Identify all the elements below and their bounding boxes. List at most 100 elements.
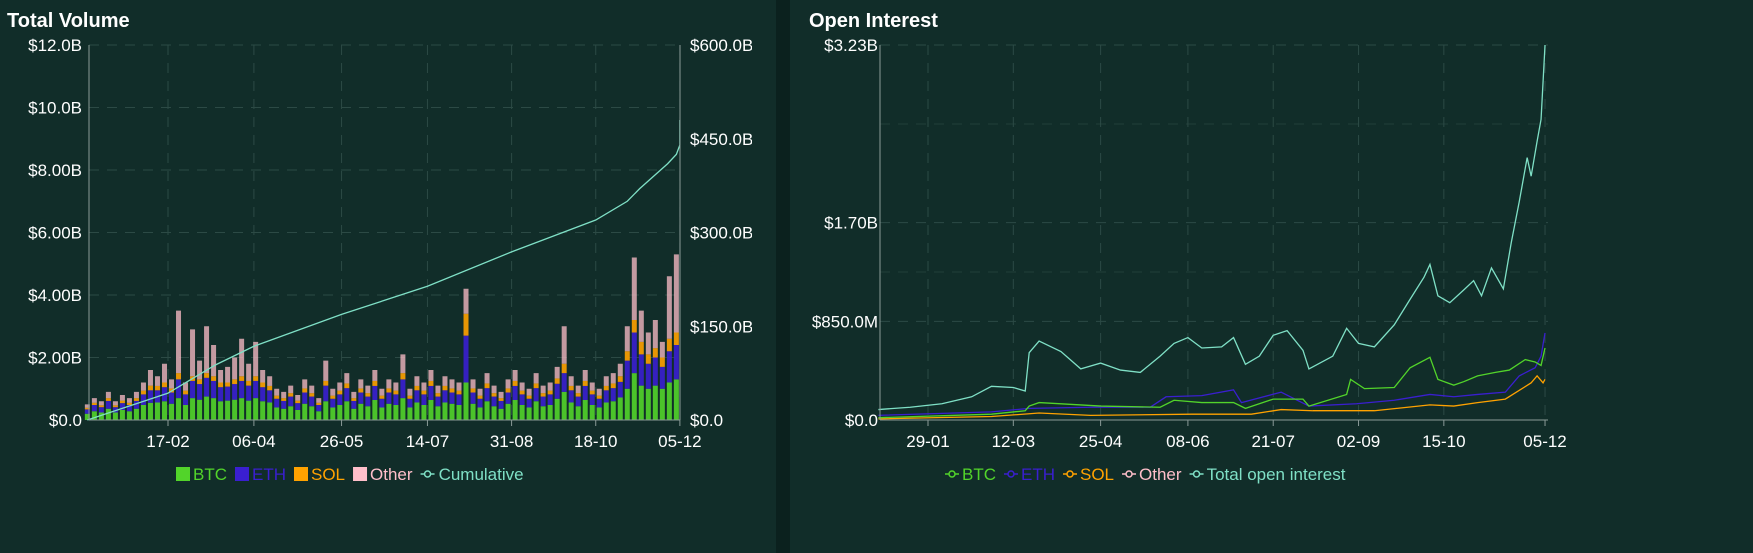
bar-eth xyxy=(449,392,455,404)
bar-eth xyxy=(309,396,315,407)
bar-sol xyxy=(239,376,245,381)
bar-other xyxy=(309,385,315,394)
bar-sol xyxy=(154,385,160,391)
bar-sol xyxy=(218,382,224,388)
bar-btc xyxy=(288,406,294,420)
bar-sol xyxy=(498,398,504,401)
bar-eth xyxy=(211,380,217,399)
legend-eth-label: ETH xyxy=(1021,465,1055,484)
bar-eth xyxy=(505,392,511,404)
bar-other xyxy=(147,370,153,386)
bar-eth xyxy=(218,387,224,402)
bar-other xyxy=(98,401,104,406)
bar-sol xyxy=(540,393,546,397)
bar-other xyxy=(540,385,546,394)
x-tick-label: 05-12 xyxy=(1523,432,1566,451)
bar-sol xyxy=(267,385,273,391)
bar-btc xyxy=(379,407,385,420)
bar-eth xyxy=(533,388,539,402)
bar-sol xyxy=(225,382,231,387)
bar-btc xyxy=(631,373,637,420)
bar-btc xyxy=(484,401,490,420)
bar-btc xyxy=(575,406,581,420)
bar-eth xyxy=(204,377,210,397)
bar-btc xyxy=(456,405,462,420)
bar-btc xyxy=(267,402,273,420)
bar-eth xyxy=(645,363,651,389)
bar-other xyxy=(442,376,448,386)
bar-btc xyxy=(526,407,532,420)
bar-other xyxy=(281,391,287,399)
legend-total-open-interest-marker xyxy=(1192,470,1201,478)
bar-btc xyxy=(365,406,371,420)
legend-sol-swatch xyxy=(294,467,308,481)
y-tick-label: $3.23B xyxy=(824,36,878,55)
bar-eth xyxy=(169,392,175,404)
bar-eth xyxy=(147,390,153,403)
bar-btc xyxy=(190,398,196,420)
bar-eth xyxy=(239,380,245,399)
bar-btc xyxy=(463,382,469,420)
x-tick-label: 15-10 xyxy=(1422,432,1465,451)
bar-eth xyxy=(176,379,182,399)
bar-btc xyxy=(554,398,560,420)
bar-btc xyxy=(673,379,679,420)
bar-btc xyxy=(442,402,448,420)
bar-eth xyxy=(638,354,644,386)
bar-other xyxy=(246,363,252,381)
bar-sol xyxy=(344,383,350,389)
bar-eth xyxy=(407,398,413,408)
bar-eth xyxy=(358,392,364,404)
x-tick-label: 08-06 xyxy=(1166,432,1209,451)
bar-other xyxy=(358,379,364,389)
bar-sol xyxy=(253,376,259,381)
x-tick-label: 29-01 xyxy=(906,432,949,451)
bar-btc xyxy=(239,398,245,420)
bar-sol xyxy=(645,354,651,364)
bar-btc xyxy=(204,396,210,420)
bar-sol xyxy=(456,390,462,395)
bar-btc xyxy=(358,403,364,420)
bar-sol xyxy=(421,390,427,395)
bar-btc xyxy=(112,412,118,420)
bar-btc xyxy=(414,402,420,420)
bar-sol xyxy=(547,390,553,395)
bar-btc xyxy=(400,398,406,420)
bar-sol xyxy=(295,400,301,404)
bar-eth xyxy=(589,394,595,405)
bar-eth xyxy=(456,394,462,405)
bar-btc xyxy=(666,382,672,420)
bar-eth xyxy=(379,398,385,408)
bar-sol xyxy=(358,388,364,393)
x-tick-label: 12-03 xyxy=(992,432,1035,451)
x-tick-label: 21-07 xyxy=(1251,432,1294,451)
bar-other xyxy=(330,388,336,396)
open-interest-chart: $0.0 $850.0M $1.70B $3.23B 29-01 12-03 25-04 08… xyxy=(812,36,1567,484)
bar-btc xyxy=(477,407,483,420)
bar-other xyxy=(365,385,371,394)
bar-eth xyxy=(183,394,189,405)
legend-eth-label: ETH xyxy=(252,465,286,484)
bar-btc xyxy=(533,401,539,420)
bar-sol xyxy=(582,380,588,386)
bar-eth xyxy=(197,384,203,400)
bar-sol xyxy=(84,407,90,410)
bar-btc xyxy=(281,408,287,420)
bar-sol xyxy=(407,395,413,399)
bar-eth xyxy=(652,357,658,386)
bar-sol xyxy=(330,395,336,399)
bar-sol xyxy=(232,379,238,385)
bar-eth xyxy=(386,392,392,404)
bar-eth xyxy=(190,380,196,399)
bar-sol xyxy=(561,363,567,374)
bar-other xyxy=(302,379,308,389)
legend-cumulative-marker xyxy=(423,470,432,478)
x-tick-label: 05-12 xyxy=(658,432,701,451)
bar-eth xyxy=(568,390,574,403)
bar-other xyxy=(260,370,266,383)
bar-other xyxy=(589,382,595,391)
bar-btc xyxy=(589,405,595,420)
bar-other xyxy=(554,366,560,379)
bar-sol xyxy=(624,351,630,361)
bar-other xyxy=(400,354,406,374)
